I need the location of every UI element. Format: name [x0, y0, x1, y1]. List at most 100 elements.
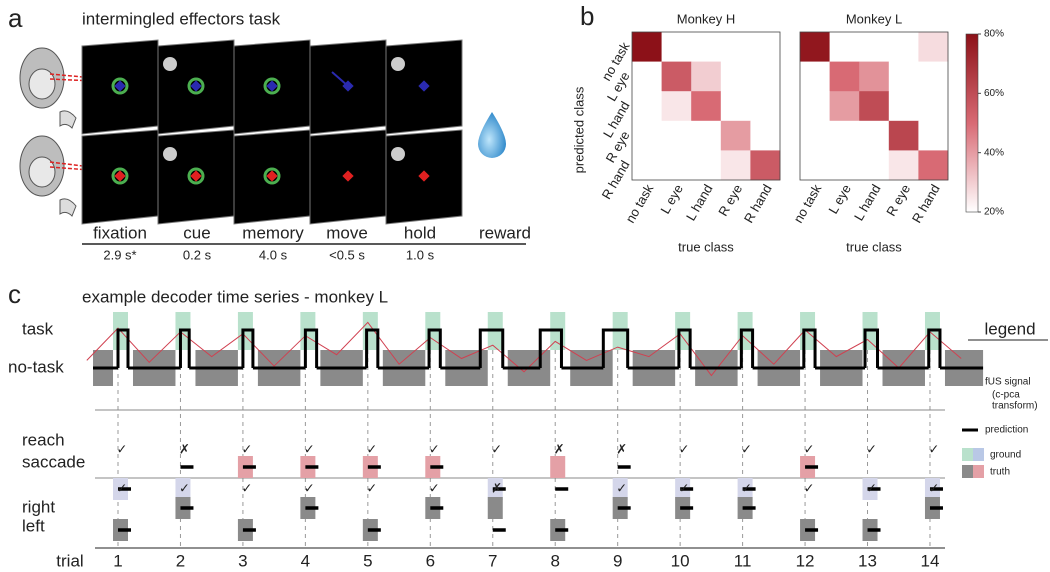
result-mark: ✓ [491, 441, 502, 456]
heatmap-cell [691, 32, 722, 62]
heatmap-cell [888, 61, 919, 92]
heatmap-cell [829, 91, 860, 122]
prediction-step [427, 328, 442, 368]
trial-label: 12 [796, 551, 815, 570]
heatmap-cell [632, 61, 662, 92]
result-mark: ✓ [929, 441, 940, 456]
phase-name: memory [242, 223, 304, 242]
panel-label: a [8, 3, 23, 33]
x-tick-label: R eye [883, 182, 913, 219]
result-mark: ✗ [616, 441, 627, 456]
result-mark: ✓ [179, 480, 190, 495]
prediction-step [478, 328, 505, 368]
legend-swatch [962, 465, 973, 478]
fixation-ring [263, 167, 281, 185]
phase-name: hold [404, 223, 436, 242]
result-mark: ✓ [866, 441, 877, 456]
row-label: reach [22, 430, 65, 449]
heatmap-frame [799, 31, 949, 181]
y-tick-label: R hand [599, 158, 633, 202]
heatmap-cell [859, 91, 890, 122]
legend-label: ground [990, 450, 1021, 461]
legend-label: prediction [985, 425, 1028, 436]
prediction-step [739, 328, 755, 368]
heatmap-cell [800, 150, 830, 181]
trial-label: 9 [613, 551, 622, 570]
panel-label: c [8, 279, 21, 309]
legend-label: fUS signal [985, 377, 1031, 388]
prediction-step [241, 328, 255, 368]
result-mark: ✗ [554, 441, 565, 456]
heatmap-cell [918, 32, 949, 62]
heatmap-cell [661, 32, 692, 62]
cue-dot [391, 147, 405, 161]
heatmap-cell [750, 32, 781, 62]
monkey-illustration [19, 47, 77, 217]
phase-duration: 1.0 s [406, 247, 435, 262]
result-mark: ✓ [429, 441, 440, 456]
prediction-step [538, 328, 563, 368]
heatmap-cell [888, 150, 919, 181]
prediction-step [677, 328, 692, 368]
heatmap-cell [750, 150, 781, 181]
axis-label: true class [678, 239, 734, 254]
heatmap-cell [800, 61, 830, 92]
side-truth [487, 497, 503, 519]
x-tick-label: L eye [825, 182, 854, 217]
target [190, 170, 202, 182]
cue-dot [391, 57, 405, 71]
fixation-ring [187, 167, 205, 185]
heatmap-cell [750, 91, 781, 122]
heatmap-cell [750, 120, 781, 151]
heatmap-title: Monkey H [677, 11, 736, 26]
heatmap-cell [691, 150, 722, 181]
effector-truth [612, 478, 628, 500]
result-mark: ✓ [117, 441, 128, 456]
trial-label: 1 [113, 551, 122, 570]
heatmap-cell [632, 120, 662, 151]
prediction-step [116, 328, 130, 368]
fixation-ring [263, 77, 281, 95]
result-mark: ✗ [491, 480, 502, 495]
phase-name: move [326, 223, 368, 242]
heatmap-cell [661, 120, 692, 151]
x-tick-label: R hand [909, 182, 943, 226]
heatmap-cell [829, 120, 860, 151]
colorbar-label: 80% [984, 29, 1004, 40]
prediction-step [863, 328, 880, 368]
heatmap-cell [632, 150, 662, 181]
prediction-step [303, 328, 319, 368]
colorbar-label: 60% [984, 88, 1004, 99]
effector-truth [550, 456, 566, 478]
heatmap-cell [918, 91, 949, 122]
result-mark: ✓ [804, 441, 815, 456]
heatmap-cell [859, 150, 890, 181]
axis-label: true class [846, 239, 902, 254]
result-mark: ✓ [741, 480, 752, 495]
heatmap-cell [859, 61, 890, 92]
prediction-step [601, 328, 630, 368]
heatmap-cell [829, 150, 860, 181]
panel-title: intermingled effectors task [82, 9, 281, 28]
heatmap-cell [691, 120, 722, 151]
panel-title: example decoder time series - monkey L [82, 287, 388, 306]
heatmap-frame [631, 31, 781, 181]
heatmap-cell [691, 91, 722, 122]
legend-label: (c-pca [992, 390, 1020, 401]
row-label: left [22, 516, 45, 535]
panel-label: b [580, 1, 594, 31]
result-mark: ✓ [117, 480, 128, 495]
heatmap-cell [800, 120, 830, 151]
trial-label: 3 [238, 551, 247, 570]
result-mark: ✗ [179, 441, 190, 456]
legend-label: truth [990, 467, 1010, 478]
heatmap-cell [720, 120, 751, 151]
trial-label: 14 [921, 551, 940, 570]
row-label: right [22, 497, 55, 516]
phase-name: fixation [93, 223, 147, 242]
target [342, 170, 354, 182]
x-tick-label: L hand [851, 182, 884, 224]
row-label: saccade [22, 452, 85, 471]
trial-label: 13 [858, 551, 877, 570]
